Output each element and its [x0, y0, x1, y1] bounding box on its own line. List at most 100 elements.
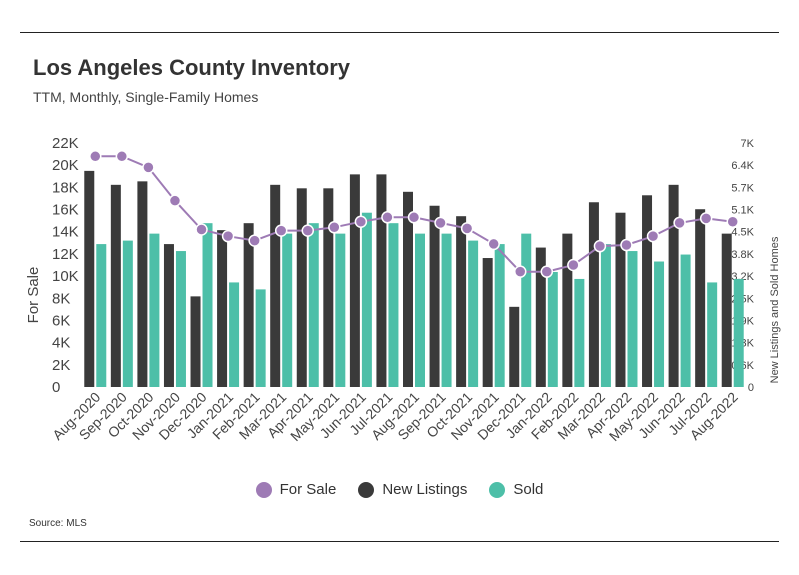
right-axis-tick-label: 0: [748, 382, 754, 394]
legend-item-sold: Sold: [489, 481, 543, 498]
bar-sold: [415, 233, 425, 387]
bar-new-listings: [349, 174, 360, 387]
bar-new-listings: [535, 247, 546, 387]
bottom-rule: [20, 541, 779, 542]
bar-new-listings: [163, 244, 174, 387]
bar-sold: [468, 240, 479, 387]
bar-new-listings: [137, 181, 148, 387]
bar-new-listings: [190, 296, 201, 387]
bar-new-listings: [84, 170, 95, 387]
point-for-sale: [646, 229, 660, 243]
bar-sold: [574, 278, 585, 387]
point-for-sale: [301, 224, 315, 237]
bar-sold: [255, 289, 266, 387]
bar-sold: [175, 251, 186, 387]
right-axis-tick-label: 7K: [741, 138, 755, 150]
bar-new-listings: [110, 184, 121, 387]
bar-new-listings: [615, 212, 626, 387]
bar-new-listings: [429, 205, 440, 387]
bar-sold: [388, 223, 399, 387]
point-for-sale: [381, 211, 394, 224]
bar-new-listings: [376, 174, 387, 387]
point-for-sale: [567, 258, 580, 272]
bar-sold: [654, 261, 665, 387]
point-for-sale: [620, 238, 633, 252]
left-axis-tick-label: 20K: [52, 157, 79, 174]
legend-item-new-listings: New Listings: [358, 481, 467, 498]
point-for-sale: [673, 216, 686, 230]
point-for-sale: [354, 215, 368, 228]
bar-sold: [547, 271, 558, 387]
right-axis-title: New Listings and Sold Homes: [769, 236, 781, 383]
left-axis-tick-label: 8K: [52, 290, 70, 307]
bar-new-listings: [668, 184, 679, 387]
bar-new-listings: [296, 188, 307, 387]
top-rule: [20, 32, 779, 33]
point-for-sale: [699, 212, 713, 225]
bar-new-listings: [456, 216, 467, 387]
chart-area: 02K4K6K8K10K12K14K16K18K20K22K00.6K1.3K1…: [25, 135, 781, 444]
bar-new-listings: [509, 306, 520, 387]
point-for-sale: [274, 224, 288, 237]
bar-new-listings: [403, 191, 413, 387]
bar-sold: [335, 233, 346, 387]
bar-sold: [202, 223, 213, 387]
point-for-sale: [460, 222, 474, 235]
right-axis-tick-label: 3.8K: [731, 249, 754, 261]
bar-sold: [122, 240, 133, 387]
bar-new-listings: [642, 195, 653, 387]
left-axis-tick-label: 0: [52, 379, 60, 396]
chart-subtitle: TTM, Monthly, Single-Family Homes: [33, 89, 259, 105]
legend-swatch-new-listings: [358, 481, 375, 498]
bar-sold: [308, 223, 319, 387]
point-for-sale: [407, 211, 421, 224]
bar-sold: [600, 244, 611, 387]
point-for-sale: [115, 150, 129, 163]
left-axis-title: For Sale: [25, 267, 42, 324]
bar-sold: [733, 278, 744, 387]
bar-new-listings: [323, 188, 334, 387]
point-for-sale: [168, 194, 182, 207]
legend-label-for-sale: For Sale: [279, 481, 337, 498]
left-axis-tick-label: 4K: [52, 335, 70, 352]
bar-new-listings: [695, 209, 706, 387]
point-for-sale: [89, 150, 102, 163]
bar-sold: [627, 251, 638, 387]
legend-label-new-listings: New Listings: [382, 481, 468, 498]
bar-sold: [96, 244, 107, 387]
left-axis-tick-label: 18K: [52, 179, 79, 196]
point-for-sale: [434, 216, 447, 230]
point-for-sale: [248, 234, 261, 247]
legend-label-sold: Sold: [513, 481, 544, 498]
bar-sold: [521, 233, 532, 387]
point-for-sale: [142, 161, 155, 174]
bar-sold: [229, 282, 240, 387]
bar-new-listings: [270, 184, 281, 387]
bar-sold: [680, 254, 691, 387]
right-axis-tick-label: 4.5K: [731, 227, 754, 239]
bar-new-listings: [243, 223, 254, 387]
bar-new-listings: [562, 233, 573, 387]
bar-sold: [361, 212, 372, 387]
left-axis-tick-label: 10K: [52, 268, 79, 285]
right-axis-tick-label: 5.1K: [731, 205, 754, 217]
bar-sold: [282, 233, 293, 387]
legend-item-for-sale: For Sale: [255, 481, 337, 498]
left-axis-tick-label: 2K: [52, 357, 70, 374]
point-for-sale: [726, 215, 739, 228]
point-for-sale: [221, 229, 235, 243]
bar-new-listings: [217, 230, 228, 387]
point-for-sale: [487, 237, 500, 251]
bar-sold: [441, 233, 452, 387]
bar-new-listings: [482, 258, 493, 387]
bar-new-listings: [588, 202, 599, 387]
point-for-sale: [593, 239, 607, 253]
point-for-sale: [195, 223, 208, 236]
legend: For Sale New Listings Sold: [0, 481, 799, 498]
bar-new-listings: [721, 233, 732, 387]
left-axis-tick-label: 22K: [52, 135, 79, 152]
left-axis-tick-label: 14K: [52, 224, 79, 241]
bar-sold: [707, 282, 718, 387]
bar-sold: [149, 233, 160, 387]
point-for-sale: [540, 265, 554, 278]
